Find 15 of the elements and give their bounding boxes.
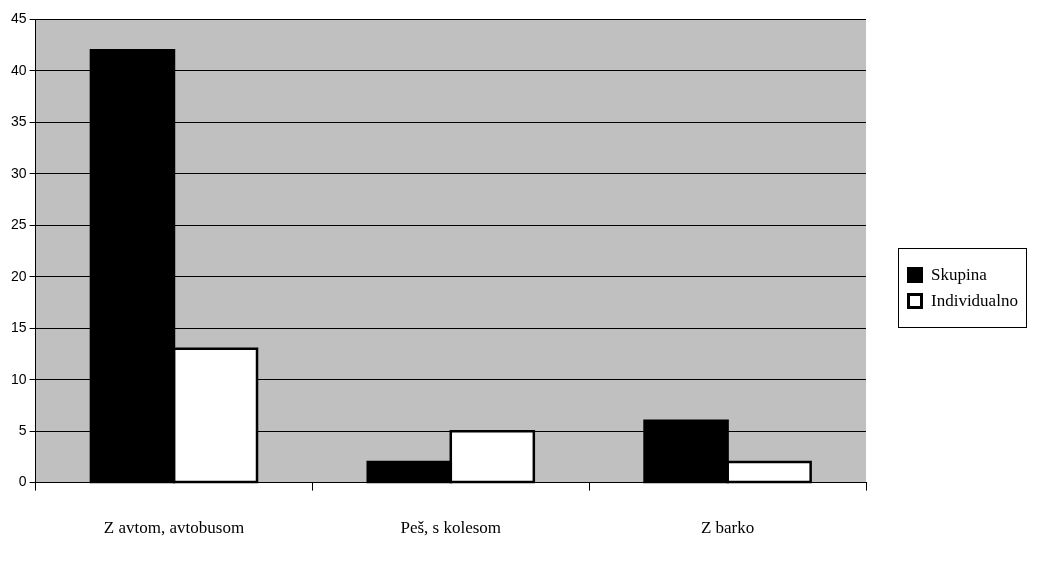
x-tick-label: Peš, s kolesom [400,518,502,538]
y-tick-label: 25 [10,216,27,233]
y-tick-label: 40 [10,61,27,78]
legend-label: Skupina [931,264,987,285]
legend-label: Individualno [931,290,1018,311]
y-tick-label: 0 [18,473,27,490]
y-tick-label: 45 [10,10,27,27]
x-tick-label: Z barko [700,518,755,538]
x-tick-label: Z avtom, avtobusom [103,518,245,538]
y-tick-label: 10 [10,370,27,387]
y-tick-label: 30 [10,164,27,181]
y-tick-label: 35 [10,113,27,130]
y-tick-label: 5 [18,421,27,438]
y-tick-label: 15 [10,319,27,336]
y-tick-label: 20 [10,267,27,284]
